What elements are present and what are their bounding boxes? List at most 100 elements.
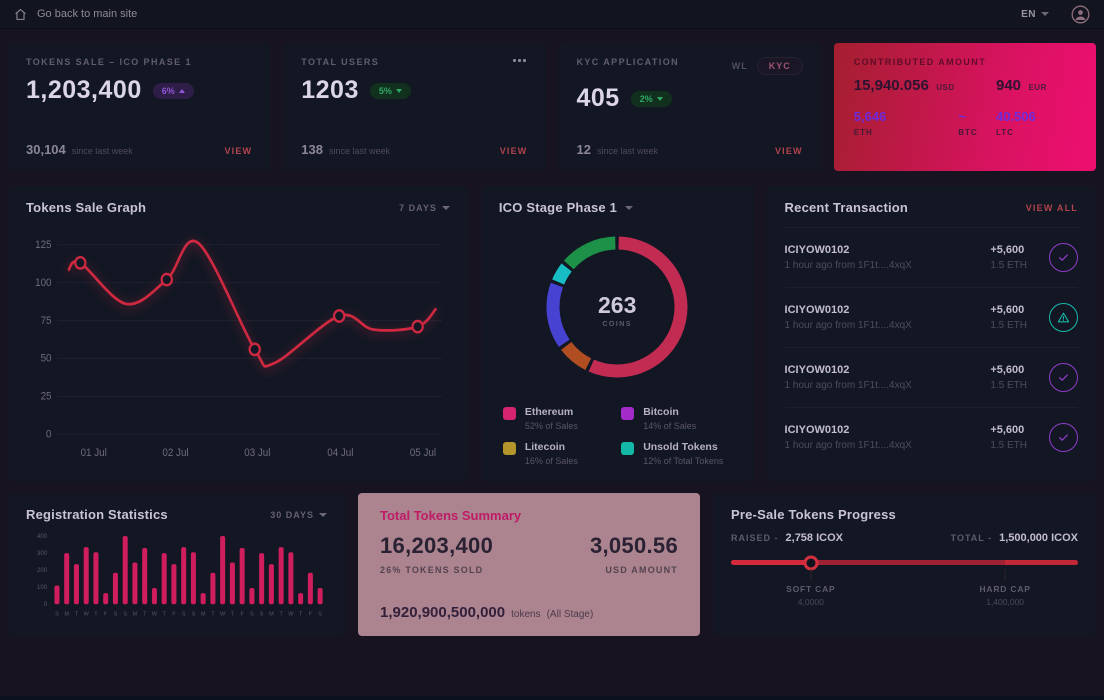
total-label: TOTAL - <box>950 533 993 543</box>
topbar: Go back to main site EN <box>0 0 1104 29</box>
stat-delta-caption: since last week <box>328 146 390 156</box>
bottom-row: Registration Statistics 30 DAYS 400 300 20… <box>8 493 1096 637</box>
back-to-site-link[interactable]: Go back to main site <box>37 8 138 20</box>
transaction-eth-amount: 1.5 ETH <box>990 260 1027 271</box>
all-stage-tokens-value: 1,920,900,500,000 <box>380 604 506 622</box>
avatar[interactable] <box>1071 5 1090 24</box>
total-tokens-summary-card: Total Tokens Summary 16,203,400 26% TOKE… <box>358 493 700 637</box>
transaction-id: ICIYOW0102 <box>784 424 850 436</box>
range-dropdown[interactable]: 30 DAYS <box>270 510 327 520</box>
hard-cap-tick <box>1004 569 1006 581</box>
range-label: 7 DAYS <box>399 202 437 213</box>
stat-value: 1,203,400 <box>26 76 142 104</box>
donut-legend: Ethereum 52% of Sales Bitcoin 14% of Sales L… <box>499 406 736 466</box>
panel-title: Total Tokens Summary <box>380 508 522 523</box>
donut-center-value: 263 <box>598 291 637 318</box>
transaction-id: ICIYOW0102 <box>784 364 850 376</box>
transaction-eth-amount: 1.5 ETH <box>990 380 1027 391</box>
stat-delta: 12 <box>576 142 591 157</box>
svg-text:S: S <box>55 611 59 617</box>
svg-text:T: T <box>211 611 215 617</box>
view-button[interactable]: VIEW <box>499 146 528 156</box>
status-check-icon[interactable] <box>1049 423 1078 452</box>
recent-transactions-card: Recent Transaction VIEW ALL ICIYOW0102 1 … <box>766 186 1096 481</box>
all-stage-tokens-caption: (All Stage) <box>546 609 594 621</box>
svg-text:F: F <box>104 611 108 617</box>
transaction-row[interactable]: ICIYOW0102 1 hour ago from 1F1t....4xqX +5… <box>784 348 1078 408</box>
view-all-button[interactable]: VIEW ALL <box>1025 202 1078 213</box>
transaction-row[interactable]: ICIYOW0102 1 hour ago from 1F1t....4xqX +5… <box>784 228 1078 288</box>
all-stage-tokens-unit: tokens <box>511 609 541 621</box>
transaction-meta: 1 hour ago from 1F1t....4xqX <box>784 380 912 391</box>
svg-text:200: 200 <box>37 568 48 574</box>
slider-handle[interactable] <box>803 555 819 570</box>
transaction-id: ICIYOW0102 <box>784 304 850 316</box>
legend-swatch-icon <box>502 442 516 455</box>
view-button[interactable]: VIEW <box>224 146 253 156</box>
eth-amount: 5,646 <box>853 109 887 124</box>
slider-tail-track <box>1005 560 1078 565</box>
svg-text:T: T <box>279 611 283 617</box>
status-alert-icon[interactable] <box>1049 303 1078 332</box>
transaction-amount: +5,600 <box>990 364 1025 376</box>
transaction-meta: 1 hour ago from 1F1t....4xqX <box>784 260 912 271</box>
hard-cap-label: HARD CAP 1,400,000 <box>979 584 1031 607</box>
tokens-sold-value: 16,203,400 <box>380 533 494 558</box>
transaction-amount: +5,600 <box>990 244 1025 256</box>
charts-row: Tokens Sale Graph 7 DAYS 125 100 75 50 25 0 01… <box>8 186 1096 481</box>
raised-label: RAISED - <box>731 533 779 543</box>
contributed-amount-card: CONTRIBUTED AMOUNT 15,940.056 USD 940 EU… <box>833 43 1096 171</box>
panel-title: Pre-Sale Tokens Progress <box>731 507 896 522</box>
language-selector[interactable]: EN <box>1021 9 1049 20</box>
contributed-label: CONTRIBUTED AMOUNT <box>853 57 987 67</box>
range-label: 30 DAYS <box>270 509 314 520</box>
soft-cap-tick <box>810 569 812 581</box>
status-check-icon[interactable] <box>1049 243 1078 272</box>
range-dropdown[interactable]: 7 DAYS <box>399 203 450 213</box>
more-options-icon[interactable] <box>511 57 528 64</box>
transaction-row[interactable]: ICIYOW0102 1 hour ago from 1F1t....4xqX +5… <box>785 408 1078 467</box>
ico-stage-donut-chart: 263 COINS <box>499 223 736 396</box>
tokens-sold-caption: 26% TOKENS SOLD <box>380 565 484 575</box>
svg-text:T: T <box>231 611 235 617</box>
panel-title: Registration Statistics <box>26 507 168 522</box>
arrow-down-icon <box>395 88 402 93</box>
svg-text:W: W <box>152 611 158 617</box>
chevron-down-icon[interactable] <box>625 205 634 210</box>
stats-row: TOKENS SALE – ICO PHASE 1 1,203,400 6% 3… <box>8 43 1096 171</box>
ltc-unit: LTC <box>995 128 1014 137</box>
donut-center-caption: COINS <box>602 320 633 328</box>
transaction-eth-amount: 1.5 ETH <box>990 440 1027 451</box>
svg-text:S: S <box>192 611 196 617</box>
presale-progress-slider[interactable]: SOFT CAP 4,0000 HARD CAP 1,400,000 <box>731 555 1078 607</box>
kyc-toggle-option[interactable]: KYC <box>756 57 803 75</box>
wl-toggle-option[interactable]: WL <box>731 61 748 71</box>
home-icon[interactable] <box>14 8 27 21</box>
stat-label: TOTAL USERS <box>301 57 380 67</box>
tokens-sale-graph-card: Tokens Sale Graph 7 DAYS 125 100 75 50 25 0 01… <box>8 186 468 481</box>
registration-statistics-card: Registration Statistics 30 DAYS 400 300 20… <box>8 493 345 637</box>
status-check-icon[interactable] <box>1049 363 1078 392</box>
legend-swatch-icon <box>502 407 516 420</box>
svg-text:0: 0 <box>44 602 48 608</box>
stat-label: TOKENS SALE – ICO PHASE 1 <box>26 57 192 67</box>
svg-text:W: W <box>84 611 90 617</box>
transaction-meta: 1 hour ago from 1F1t....4xqX <box>784 320 912 331</box>
svg-text:02 Jul: 02 Jul <box>162 448 188 460</box>
svg-text:M: M <box>269 611 274 617</box>
eur-amount: 940 <box>995 77 1022 94</box>
slider-filled-track <box>731 560 811 565</box>
footer-strip <box>0 696 1104 700</box>
svg-text:05 Jul: 05 Jul <box>410 448 436 460</box>
legend-item: Ethereum 52% of Sales <box>502 406 613 431</box>
svg-text:F: F <box>309 611 313 617</box>
arrow-up-icon <box>178 88 185 93</box>
svg-text:T: T <box>143 611 147 617</box>
svg-text:50: 50 <box>41 353 52 365</box>
legend-name: Bitcoin <box>643 406 679 418</box>
legend-item: Litecoin 16% of Sales <box>502 441 613 466</box>
eur-unit: EUR <box>1028 83 1047 92</box>
view-button[interactable]: VIEW <box>774 146 803 156</box>
transaction-row[interactable]: ICIYOW0102 1 hour ago from 1F1t....4xqX +5… <box>784 288 1078 348</box>
total-value: 1,500,000 ICOX <box>999 532 1078 544</box>
